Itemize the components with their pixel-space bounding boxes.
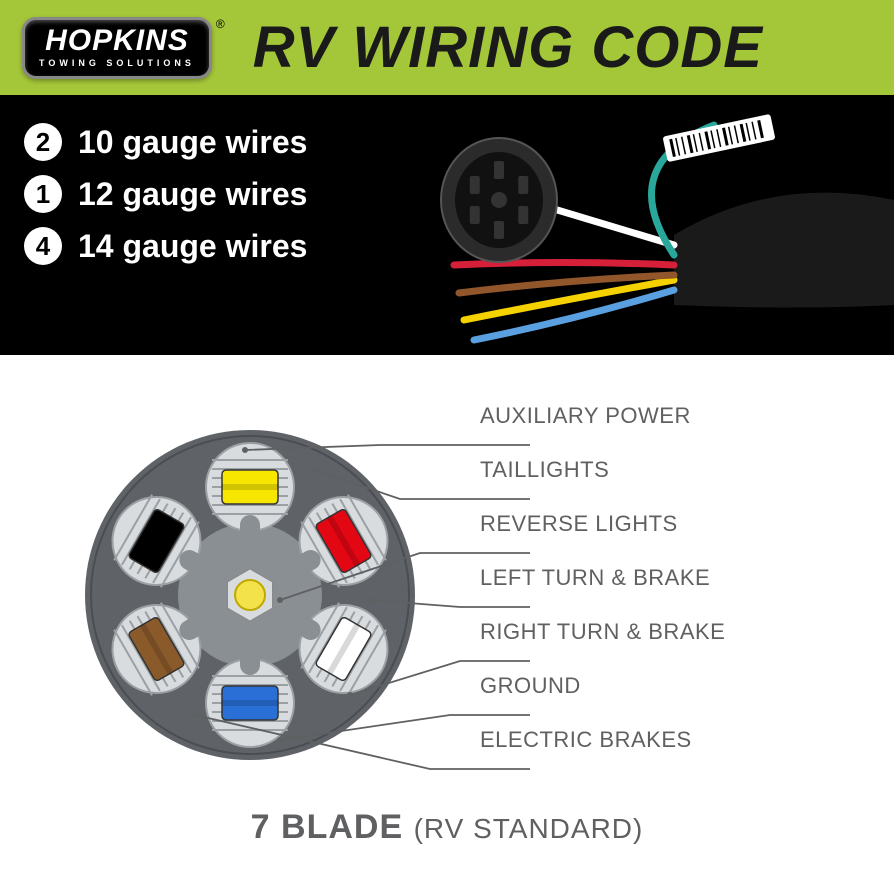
- footer-sub: (RV STANDARD): [414, 813, 644, 844]
- logo-wrap: HOPKINS TOWING SOLUTIONS ®: [22, 17, 225, 79]
- gauge-label: 10 gauge wires: [78, 124, 307, 161]
- pinout-diagram: AUXILIARY POWER TAILLIGHTS REVERSE LIGHT…: [0, 355, 894, 875]
- pin-label: LEFT TURN & BRAKE: [480, 551, 725, 605]
- logo-brand: HOPKINS: [45, 26, 189, 56]
- pin-labels: AUXILIARY POWER TAILLIGHTS REVERSE LIGHT…: [480, 389, 725, 767]
- pin-label: AUXILIARY POWER: [480, 389, 725, 443]
- gauge-label: 14 gauge wires: [78, 228, 307, 265]
- gauge-section: 2 10 gauge wires 1 12 gauge wires 4 14 g…: [0, 95, 894, 355]
- pin-label: GROUND: [480, 659, 725, 713]
- pin-label: RIGHT TURN & BRAKE: [480, 605, 725, 659]
- count-badge: 4: [24, 227, 62, 265]
- brand-logo: HOPKINS TOWING SOLUTIONS: [22, 17, 212, 79]
- diagram-footer: 7 BLADE (RV STANDARD): [0, 808, 894, 847]
- registered-icon: ®: [216, 17, 225, 31]
- logo-tagline: TOWING SOLUTIONS: [39, 58, 195, 68]
- pin-label: ELECTRIC BRAKES: [480, 713, 725, 767]
- count-badge: 1: [24, 175, 62, 213]
- header-bar: HOPKINS TOWING SOLUTIONS ® RV WIRING COD…: [0, 0, 894, 95]
- connector-photo-icon: [414, 105, 894, 345]
- pin-label: TAILLIGHTS: [480, 443, 725, 497]
- footer-main: 7 BLADE: [251, 808, 403, 846]
- page-title: RV WIRING CODE: [253, 14, 763, 81]
- pin-label: REVERSE LIGHTS: [480, 497, 725, 551]
- connector-face-icon: [60, 385, 490, 815]
- gauge-label: 12 gauge wires: [78, 176, 307, 213]
- count-badge: 2: [24, 123, 62, 161]
